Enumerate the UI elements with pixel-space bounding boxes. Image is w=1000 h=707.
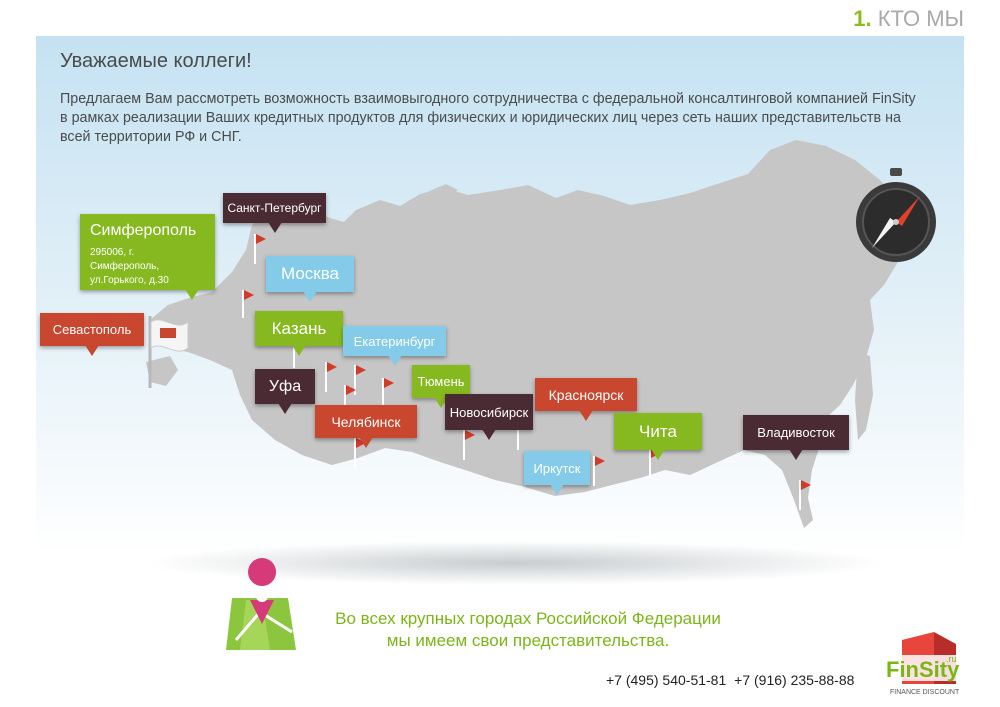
city-address: 295006, г. Симферополь, ул.Горького, д.3… <box>90 247 169 286</box>
bubble-moscow: Москва <box>266 256 354 302</box>
logo-domain: .ru <box>946 654 957 664</box>
bubble-spb: Санкт-Петербург <box>223 193 326 233</box>
flag-icon <box>254 234 266 264</box>
section-header: 1. КТО МЫ <box>853 6 964 32</box>
map-pin-icon <box>226 558 296 650</box>
phone-2: +7 (916) 235-88-88 <box>734 672 855 688</box>
city-label: Симферополь <box>90 222 197 239</box>
crimea <box>146 356 178 386</box>
sakhalin <box>855 352 873 440</box>
footer-line-1: Во всех крупных городах Российской Федер… <box>335 609 721 628</box>
finsity-logo: FinSity .ru FINANCE DISCOUNT <box>884 632 960 696</box>
flag-icon <box>325 362 337 392</box>
greeting: Уважаемые коллеги! <box>60 50 252 72</box>
city-label: Чита <box>639 421 677 441</box>
section-title: КТО МЫ <box>877 6 964 31</box>
city-label: Уфа <box>268 377 302 395</box>
footer-message: Во всех крупных городах Российской Федер… <box>308 608 748 652</box>
flag-icon <box>242 290 254 318</box>
city-label: Владивосток <box>757 425 835 440</box>
city-label: Севастополь <box>52 322 132 337</box>
city-label: Казань <box>271 318 327 338</box>
bubble-novosibirsk: Новосибирск <box>445 394 533 440</box>
flag-icon <box>799 480 811 510</box>
bubble-vladivostok: Владивосток <box>743 415 849 460</box>
bubble-tyumen: Тюмень <box>412 365 470 408</box>
bubble-sevastopol: Севастополь <box>40 313 144 356</box>
city-label: Тюмень <box>417 374 465 389</box>
bubble-krasnoyarsk: Красноярск <box>535 378 637 421</box>
compass-icon <box>856 168 936 262</box>
intro-text: Предлагаем Вам рассмотреть возможность в… <box>60 91 916 145</box>
city-label: Иркутск <box>533 460 581 476</box>
bubble-irkutsk: Иркутск <box>524 451 590 495</box>
novaya-zemlya <box>404 184 458 220</box>
logo-name: FinSity <box>886 657 960 682</box>
city-label: Челябинск <box>331 413 401 430</box>
city-label: Екатеринбург <box>353 333 436 349</box>
bubble-chita: Чита <box>614 413 702 460</box>
city-label: Новосибирск <box>449 404 529 420</box>
flag-icon <box>463 430 475 460</box>
bubble-kazan: Казань <box>255 311 343 356</box>
city-label: Москва <box>280 264 340 283</box>
flag-icon <box>382 378 394 408</box>
city-label: Красноярск <box>548 386 624 403</box>
city-label: Санкт-Петербург <box>227 201 322 215</box>
map-shadow <box>145 541 885 585</box>
finsity-flag <box>148 316 189 388</box>
footer-line-2: мы имеем свои представительства. <box>386 631 670 650</box>
bubble-chelyabinsk: Челябинск <box>315 405 417 448</box>
phone-1: +7 (495) 540-51-81 <box>606 672 727 688</box>
bubble-ufa: Уфа <box>255 369 315 414</box>
contact-phones: +7 (495) 540-51-81 +7 (916) 235-88-88 <box>606 672 858 688</box>
section-number: 1. <box>853 6 872 31</box>
bubble-ekaterinburg: Екатеринбург <box>343 326 446 366</box>
bubble-simferopol: Симферополь 295006, г. Симферополь, ул.Г… <box>80 214 215 300</box>
logo-tagline: FINANCE DISCOUNT <box>890 689 960 696</box>
flag-icon <box>593 456 605 486</box>
